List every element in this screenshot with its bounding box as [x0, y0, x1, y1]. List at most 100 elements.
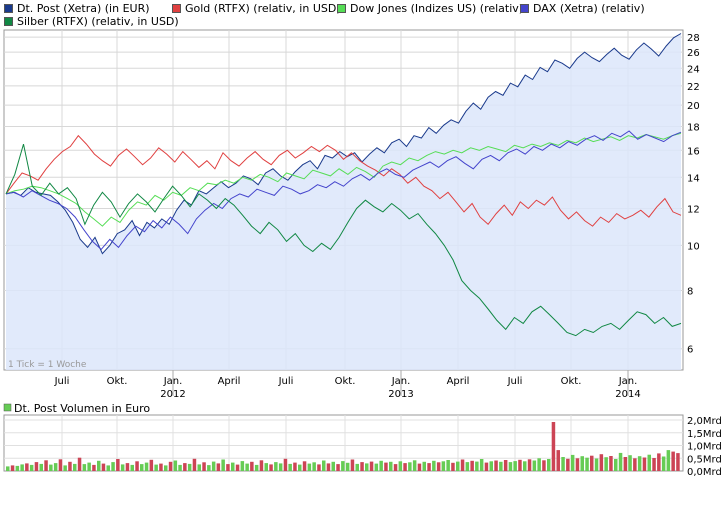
volume-bar	[29, 464, 34, 471]
volume-bar	[389, 461, 393, 471]
volume-bar	[422, 461, 426, 471]
volume-bar	[274, 462, 278, 471]
volume-bar	[465, 462, 470, 471]
volume-bar	[173, 460, 178, 471]
volume-bar	[470, 460, 474, 471]
volume-bar	[532, 460, 537, 471]
volume-y-tick-label: 1,5Mrd	[687, 429, 722, 440]
legend-item[interactable]: Silber (RTFX) (relativ, in USD)	[4, 15, 179, 28]
y-tick-label: 18	[687, 122, 700, 133]
volume-bar	[183, 463, 187, 471]
x-tick-label: April	[447, 376, 470, 387]
volume-bar	[192, 458, 197, 471]
volume-bar	[211, 461, 216, 471]
y-tick-label: 10	[687, 241, 700, 252]
volume-bar	[259, 460, 264, 471]
volume-bar	[355, 463, 359, 471]
volume-bar	[508, 462, 513, 471]
legend-item[interactable]: Gold (RTFX) (relativ, in USD)	[172, 2, 341, 15]
legend-label: Silber (RTFX) (relativ, in USD)	[17, 15, 179, 28]
volume-bar	[642, 457, 647, 471]
volume-y-tick-label: 0,5Mrd	[687, 454, 722, 465]
volume-bar	[623, 457, 628, 471]
volume-bar	[322, 460, 326, 471]
y-tick-label: 24	[687, 64, 700, 75]
volume-bar	[676, 453, 680, 471]
volume-bar	[235, 464, 240, 471]
x-tick-label: Juli	[278, 376, 294, 387]
y-tick-label: 16	[687, 146, 700, 157]
volume-bar	[345, 462, 350, 471]
volume-bar	[120, 464, 125, 471]
volume-bar	[245, 463, 249, 471]
volume-bar	[207, 465, 211, 471]
volume-bar	[288, 463, 292, 471]
volume-bar	[475, 461, 479, 471]
volume-bar	[503, 460, 508, 471]
volume-bar	[82, 464, 87, 471]
volume-bar	[25, 463, 29, 471]
volume-bar	[590, 455, 594, 471]
volume-bar	[58, 459, 63, 471]
series-line	[5, 132, 682, 227]
volume-bar	[436, 462, 441, 471]
legend-item[interactable]: Dt. Post (Xetra) (in EUR)	[4, 2, 150, 15]
volume-bar	[379, 460, 383, 471]
volume-bar	[87, 462, 91, 471]
x-tick-label: Okt.	[561, 376, 582, 387]
legend-item[interactable]: Dow Jones (Indizes US) (relativ)	[337, 2, 523, 15]
volume-bar	[202, 462, 206, 471]
volume-bar	[594, 458, 599, 471]
volume-bar	[647, 454, 651, 471]
series-line	[5, 130, 682, 251]
volume-bar	[317, 464, 321, 471]
x-tick-label: Juli	[507, 376, 523, 387]
volume-bar	[250, 461, 254, 471]
volume-bar	[283, 458, 288, 471]
volume-bar	[527, 459, 532, 471]
volume-bar	[350, 459, 355, 471]
volume-bar	[307, 463, 312, 471]
volume-bar	[551, 422, 556, 471]
y-tick-label: 8	[687, 286, 693, 297]
volume-bar	[140, 464, 144, 471]
volume-bar	[547, 459, 551, 471]
legend-label: Gold (RTFX) (relativ, in USD)	[185, 2, 341, 15]
volume-bar	[513, 461, 517, 471]
volume-bar	[298, 464, 302, 471]
volume-bar	[39, 463, 43, 471]
volume-bar	[403, 463, 407, 471]
volume-bar	[575, 458, 580, 472]
x-tick-label: Okt.	[107, 376, 128, 387]
y-tick-label: 14	[687, 173, 700, 184]
volume-bar	[384, 462, 388, 471]
volume-bar	[269, 464, 273, 471]
volume-y-tick-label: 2,0Mrd	[687, 416, 722, 427]
volume-bar	[412, 460, 417, 471]
volume-bar	[10, 465, 15, 471]
x-year-label: 2013	[388, 389, 413, 400]
legend-item[interactable]: DAX (Xetra) (relativ)	[520, 2, 645, 15]
volume-bar	[341, 461, 345, 471]
volume-y-tick-label: 1,0Mrd	[687, 442, 722, 453]
y-tick-label: 28	[687, 33, 700, 44]
chart-note: 1 Tick = 1 Woche	[8, 360, 87, 370]
volume-bar	[164, 465, 168, 471]
volume-bar	[657, 453, 661, 471]
series-line	[5, 33, 682, 255]
volume-bar	[652, 458, 656, 471]
y-tick-label: 12	[687, 204, 700, 215]
legend-label: Dt. Post (Xetra) (in EUR)	[17, 2, 150, 15]
volume-bar	[666, 450, 671, 471]
volume-bar	[523, 461, 527, 471]
volume-bar	[637, 456, 642, 471]
volume-bar	[374, 463, 379, 471]
volume-bar	[628, 455, 632, 471]
volume-bar	[144, 462, 149, 471]
volume-bar	[518, 459, 522, 471]
volume-bar	[15, 465, 20, 471]
volume-bar	[68, 461, 72, 471]
volume-bar	[231, 462, 235, 471]
volume-bar	[264, 463, 268, 471]
